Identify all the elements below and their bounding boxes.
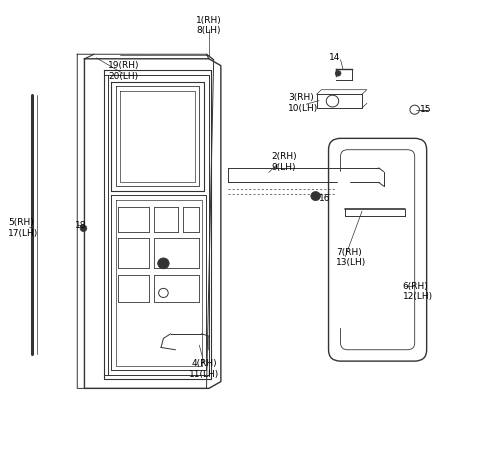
Text: 19(RH)
20(LH): 19(RH) 20(LH) [108, 61, 140, 81]
Text: 15: 15 [420, 105, 431, 114]
FancyBboxPatch shape [328, 139, 427, 361]
Text: 6(RH)
12(LH): 6(RH) 12(LH) [403, 281, 433, 301]
Text: 18: 18 [75, 221, 86, 230]
Text: 3(RH)
10(LH): 3(RH) 10(LH) [288, 93, 318, 112]
Text: 1(RH)
8(LH): 1(RH) 8(LH) [196, 16, 222, 35]
Text: 4(RH)
11(LH): 4(RH) 11(LH) [189, 359, 219, 378]
Text: 16: 16 [319, 193, 330, 202]
Text: 5(RH)
17(LH): 5(RH) 17(LH) [8, 218, 38, 237]
Text: 7(RH)
13(LH): 7(RH) 13(LH) [336, 248, 366, 267]
Text: 14: 14 [328, 53, 340, 62]
Circle shape [157, 258, 169, 269]
FancyBboxPatch shape [340, 151, 415, 350]
Circle shape [335, 71, 341, 77]
Circle shape [80, 226, 87, 232]
Text: 2(RH)
9(LH): 2(RH) 9(LH) [271, 152, 297, 172]
Circle shape [311, 192, 321, 201]
